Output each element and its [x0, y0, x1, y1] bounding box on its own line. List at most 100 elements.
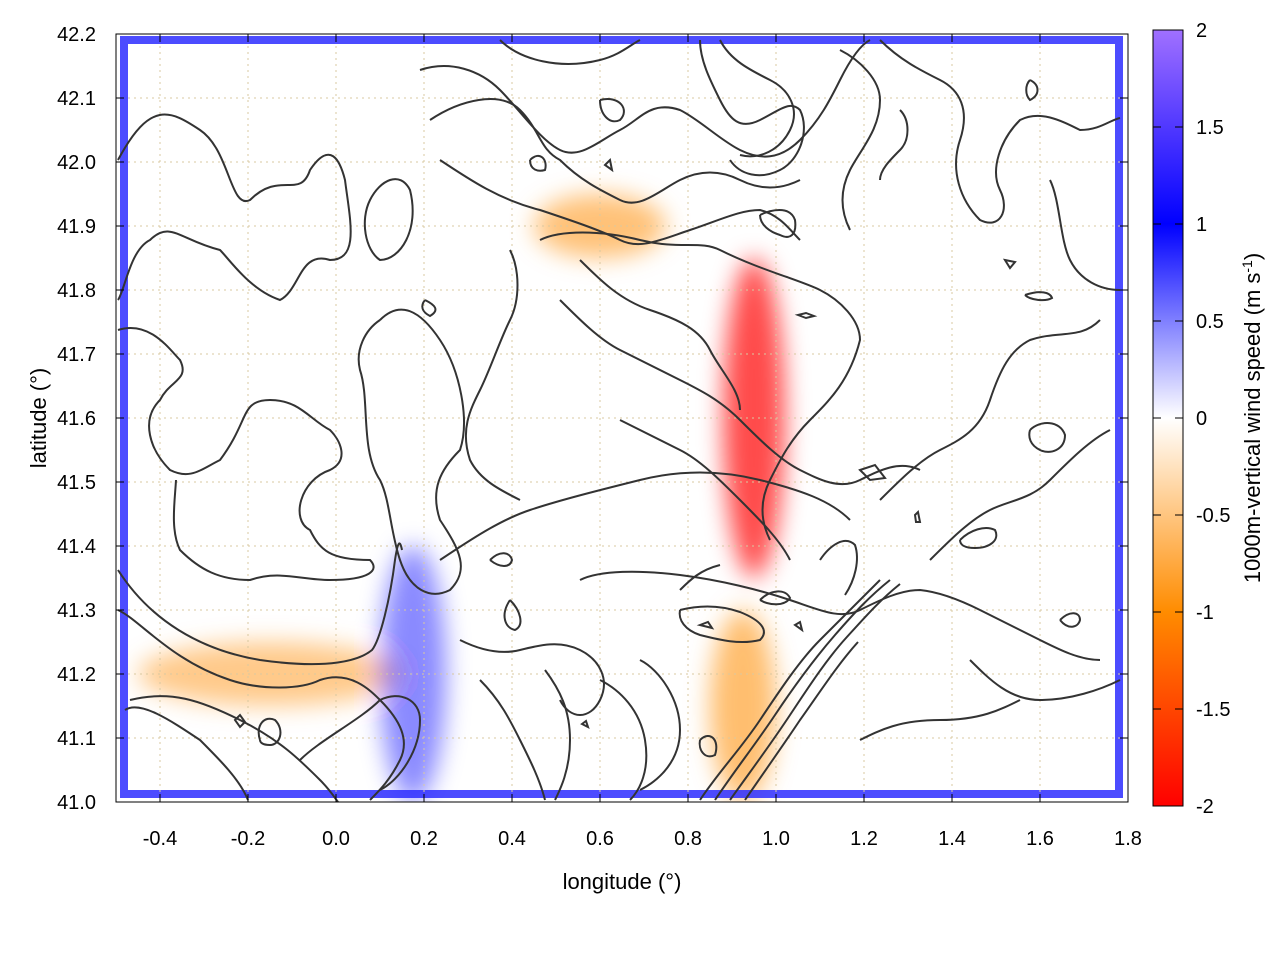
contour-line: [794, 311, 818, 320]
contour-line: [759, 209, 797, 238]
y-tick-label: 41.7: [57, 344, 96, 366]
contour-line: [419, 39, 871, 158]
x-tick-label: 0.6: [586, 828, 614, 850]
contour-line: [679, 564, 721, 591]
x-tick-label: 1.8: [1114, 828, 1142, 850]
contour-line: [257, 717, 282, 747]
contour-line: [539, 231, 862, 541]
x-axis-label: longitude (°): [563, 869, 682, 894]
contour-line: [559, 299, 921, 486]
colorbar-tick-label: 0: [1196, 408, 1207, 430]
x-tick-label: 0.4: [498, 828, 526, 850]
contour-line: [759, 590, 792, 606]
contour-line: [858, 463, 887, 482]
colorbar-label: 1000m-vertical wind speed (m s-1): [1239, 253, 1265, 583]
contour-line: [117, 113, 352, 302]
x-axis: -0.4 -0.2 0.0 0.2 0.4 0.6 0.8 1.0 1.2 1.4 1.6 1.8: [143, 34, 1142, 850]
heatmap-feature: [710, 610, 776, 802]
contour-line: [819, 540, 858, 596]
x-tick-label: 0.2: [410, 828, 438, 850]
contour-line: [489, 552, 514, 567]
contour-line: [124, 706, 249, 801]
contour-line: [439, 159, 801, 246]
x-tick-label: 1.6: [1026, 828, 1054, 850]
contour-line: [499, 39, 641, 65]
colorbar-tick-label: 1.5: [1196, 117, 1224, 139]
contour-line: [744, 641, 859, 801]
y-axis-label: latitude (°): [26, 368, 51, 469]
contour-line: [719, 39, 795, 158]
contour-line: [678, 605, 765, 644]
contour-line: [603, 157, 614, 173]
contour-line: [479, 679, 546, 801]
y-tick-label: 41.3: [57, 600, 96, 622]
contour-line: [729, 583, 901, 801]
y-tick-label: 42.0: [57, 152, 96, 174]
contour-line: [117, 542, 403, 666]
contour-line: [363, 178, 414, 262]
contour-line: [859, 699, 1021, 741]
contour-line: [959, 527, 998, 550]
contour-line: [117, 327, 375, 582]
colorbar-tick-label: 2: [1196, 20, 1207, 42]
colorbar-tick-label: -2: [1196, 796, 1214, 818]
y-tick-label: 41.2: [57, 664, 96, 686]
contour-line: [503, 599, 522, 632]
y-tick-label: 41.9: [57, 216, 96, 238]
colorbar-tick-label: -0.5: [1196, 505, 1230, 527]
y-tick-label: 42.2: [57, 24, 96, 46]
contour-line: [969, 659, 1121, 702]
colorbar-ticks: 2 1.5 1 0.5 0 -0.5 -1 -1.5 -2: [1153, 20, 1230, 818]
y-tick-label: 41.4: [57, 536, 96, 558]
contour-line: [879, 319, 1101, 501]
y-tick-label: 41.6: [57, 408, 96, 430]
colorbar-tick-label: -1.5: [1196, 699, 1230, 721]
contour-line: [1002, 258, 1017, 270]
y-tick-label: 41.0: [57, 792, 96, 814]
contour-line: [698, 735, 718, 758]
contour-line: [129, 695, 339, 802]
contour-line: [599, 679, 648, 801]
x-tick-label: 1.4: [938, 828, 966, 850]
domain-boundary: [120, 36, 1123, 798]
contour-line: [839, 49, 882, 231]
x-tick-label: 0.0: [322, 828, 350, 850]
contour-line: [579, 259, 741, 411]
contour-line: [619, 419, 791, 561]
contour-line: [1024, 291, 1054, 302]
contour-line: [699, 39, 805, 177]
x-tick-label: 1.2: [850, 828, 878, 850]
contour-line: [699, 579, 881, 801]
contour-line: [117, 609, 405, 801]
y-tick-label: 41.5: [57, 472, 96, 494]
y-tick-label: 42.1: [57, 88, 96, 110]
contour-line: [913, 509, 922, 523]
contour-line: [529, 154, 547, 172]
x-tick-label: -0.2: [231, 828, 265, 850]
contour-line: [879, 39, 1121, 224]
contour-line: [544, 669, 572, 801]
colorbar-tick-label: 0.5: [1196, 311, 1224, 333]
contour-line: [421, 299, 437, 318]
contour-line: [357, 308, 465, 595]
y-tick-label: 41.8: [57, 280, 96, 302]
colorbar-tick-label: -1: [1196, 602, 1214, 624]
colorbar-tick-label: 1: [1196, 214, 1207, 236]
contour-line: [599, 98, 625, 123]
x-tick-label: -0.4: [143, 828, 177, 850]
x-tick-label: 0.8: [674, 828, 702, 850]
contour-line: [1059, 612, 1082, 628]
contour-line: [929, 429, 1111, 561]
contour-line: [299, 695, 422, 791]
contour-line: [1049, 179, 1121, 291]
contour-line: [793, 620, 804, 633]
contour-line: [429, 98, 801, 204]
contour-line: [714, 579, 891, 801]
y-tick-label: 41.1: [57, 728, 96, 750]
contour-line: [696, 620, 715, 630]
contour-line: [1025, 79, 1039, 102]
contour-line: [579, 570, 1101, 661]
contour-line: [459, 639, 605, 716]
contour-line: [879, 109, 909, 181]
